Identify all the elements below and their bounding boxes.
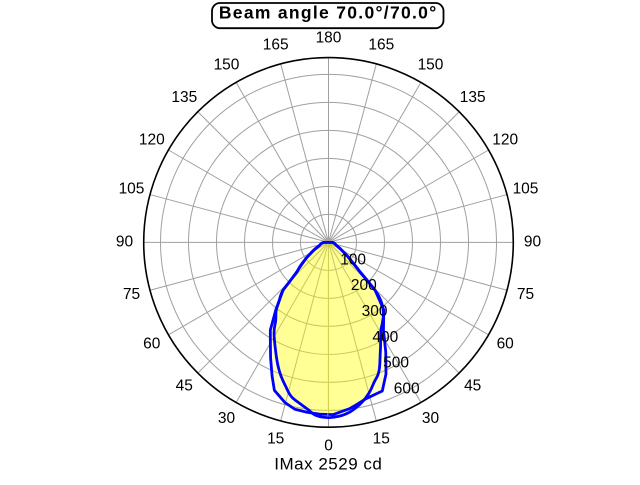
svg-text:600: 600 [394, 381, 420, 398]
svg-text:15: 15 [267, 430, 284, 447]
svg-text:90: 90 [116, 233, 134, 250]
svg-text:45: 45 [464, 378, 481, 395]
svg-text:120: 120 [139, 131, 165, 148]
svg-text:Beam angle 70.0°/70.0°: Beam angle 70.0°/70.0° [219, 2, 438, 22]
svg-text:135: 135 [460, 89, 486, 106]
svg-text:500: 500 [383, 355, 409, 372]
svg-text:100: 100 [340, 251, 366, 268]
svg-text:60: 60 [497, 335, 515, 352]
svg-text:150: 150 [214, 57, 240, 74]
svg-text:400: 400 [372, 329, 398, 346]
svg-text:60: 60 [143, 335, 161, 352]
svg-text:200: 200 [351, 277, 377, 294]
svg-text:300: 300 [362, 303, 388, 320]
svg-text:15: 15 [373, 430, 390, 447]
svg-text:90: 90 [524, 233, 542, 250]
svg-text:165: 165 [368, 36, 394, 53]
svg-text:45: 45 [176, 378, 193, 395]
svg-text:0: 0 [324, 437, 333, 454]
svg-text:165: 165 [263, 36, 289, 53]
svg-text:75: 75 [517, 286, 534, 303]
svg-text:150: 150 [418, 57, 444, 74]
svg-text:135: 135 [171, 89, 197, 106]
svg-text:180: 180 [316, 29, 342, 46]
svg-text:30: 30 [218, 410, 236, 427]
svg-text:75: 75 [123, 286, 140, 303]
svg-text:30: 30 [422, 410, 440, 427]
svg-text:105: 105 [119, 181, 145, 198]
svg-text:IMax 2529 cd: IMax 2529 cd [274, 455, 382, 474]
svg-text:120: 120 [492, 131, 518, 148]
svg-text:105: 105 [513, 181, 539, 198]
